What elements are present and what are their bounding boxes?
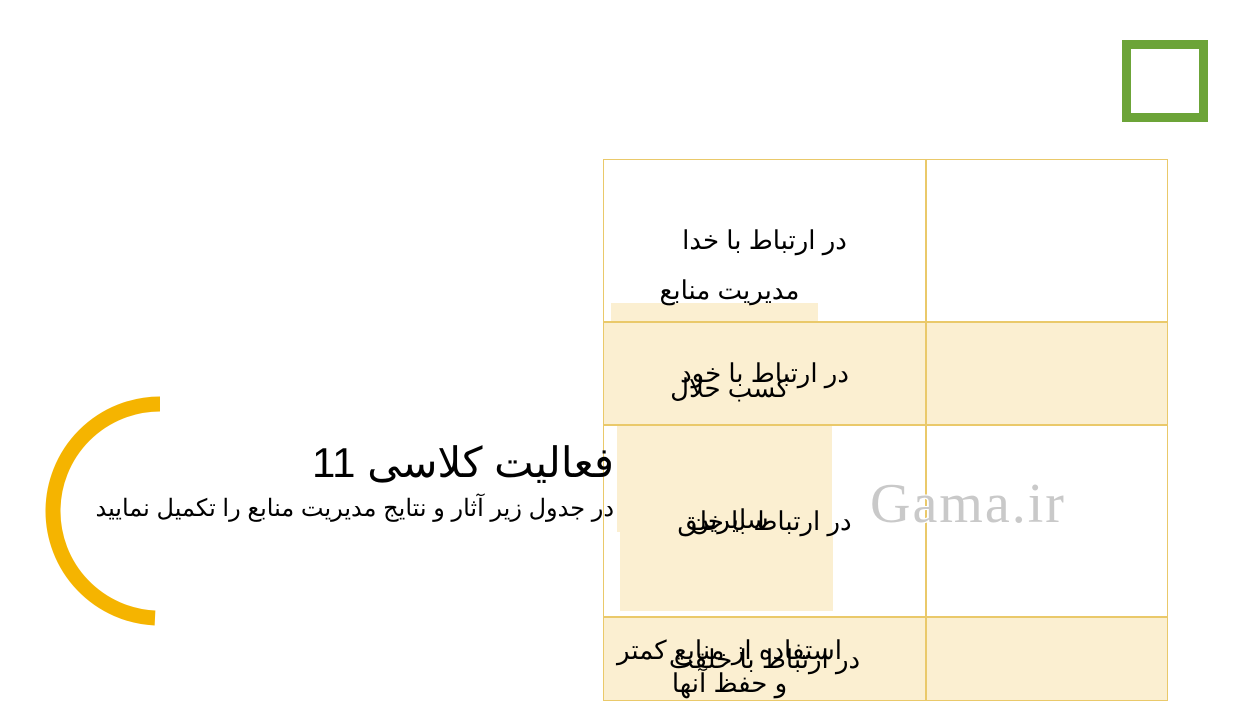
fragment-text-c: سایرین (616, 504, 843, 535)
activity-table: در ارتباط با خدا در ارتباط با خود در ارت… (603, 159, 1168, 701)
activity-title: فعالیت کلاسی 11 (94, 438, 614, 487)
fragment-text-a: مدیریت منابع (616, 275, 843, 306)
cell-left-3 (926, 425, 1168, 617)
cell-left-4 (926, 617, 1168, 701)
corner-decorative-box (1122, 40, 1208, 122)
fragment-text-b: کسب حلال (616, 373, 843, 404)
cell-left-1 (926, 159, 1168, 322)
fragment-text-d: استفاده از منابع کمتر و حفظ آنها (616, 634, 843, 699)
activity-subtitle: در جدول زیر آثار و نتایج مدیریت منابع را… (94, 493, 614, 524)
cell-left-2 (926, 322, 1168, 425)
